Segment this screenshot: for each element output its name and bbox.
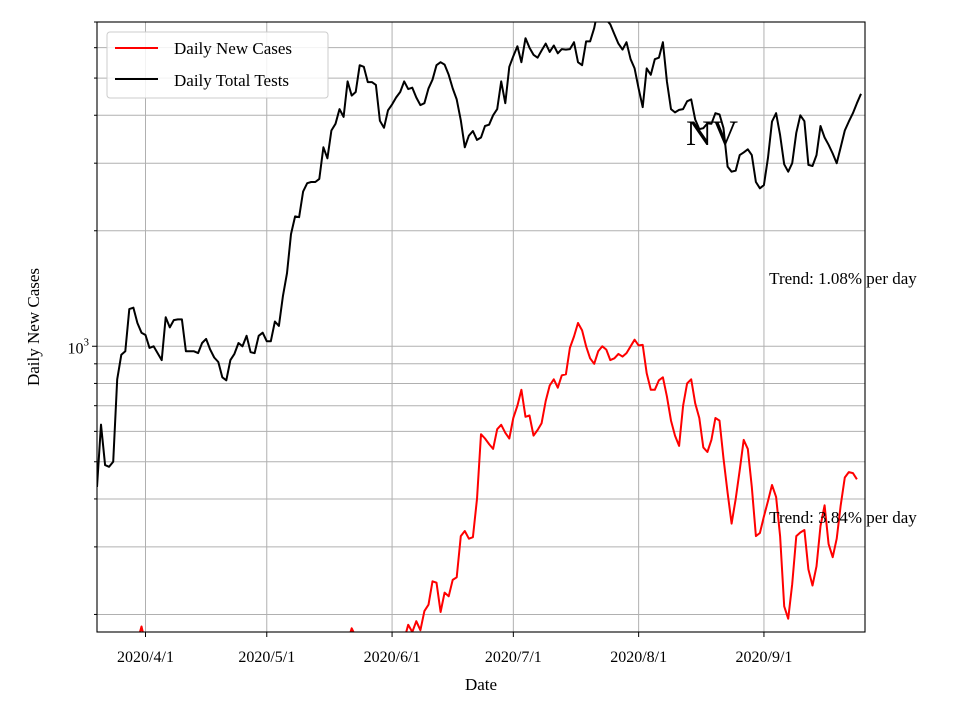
x-tick-label: 2020/8/1 (610, 649, 667, 666)
y-axis-title: Daily New Cases (24, 268, 43, 386)
x-tick-label: 2020/9/1 (736, 649, 793, 666)
legend-label-cases: Daily New Cases (174, 39, 292, 58)
plot-lines (97, 22, 862, 632)
series-line-cases (138, 322, 858, 632)
plot-frame (96, 21, 866, 633)
tests-trend-label: Trend: 1.08% per day (769, 269, 917, 288)
legend: Daily New Cases Daily Total Tests (106, 31, 329, 99)
series-line-tests (97, 22, 862, 487)
grid (97, 21, 865, 632)
state-label: NV (686, 113, 738, 153)
legend-box (106, 31, 329, 99)
x-tick-label: 2020/5/1 (238, 649, 295, 666)
x-tick-label: 2020/7/1 (485, 649, 542, 666)
cases-trend-label: Trend: 3.84% per day (769, 508, 917, 527)
x-tick-label: 2020/6/1 (364, 649, 421, 666)
x-tick-label: 2020/4/1 (117, 649, 174, 666)
legend-label-tests: Daily Total Tests (174, 71, 289, 90)
x-axis-title: Date (465, 675, 497, 694)
